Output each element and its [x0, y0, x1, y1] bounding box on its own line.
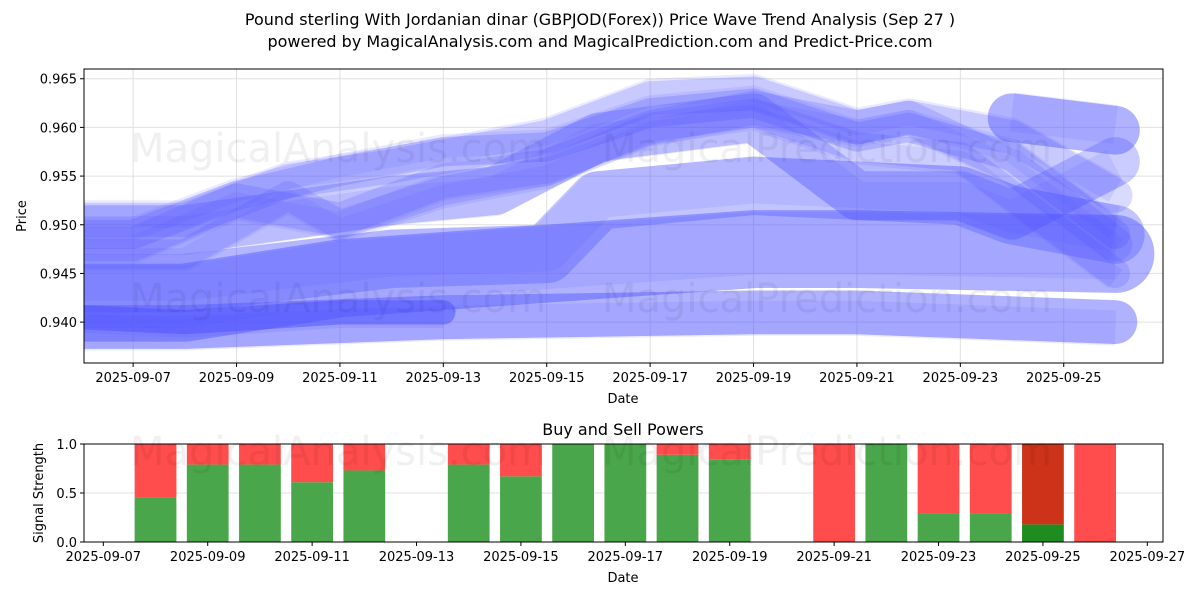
buy-bar — [708, 459, 751, 542]
price-x-tick-label: 2025-09-09 — [199, 371, 275, 386]
buy-bar — [552, 444, 595, 542]
buy-bar — [1022, 524, 1064, 542]
buy-bar — [917, 513, 960, 542]
sell-bar — [134, 444, 177, 498]
sell-bar — [1074, 444, 1117, 542]
buy-bar — [134, 497, 177, 542]
wave-band-wave-top-final — [987, 93, 1140, 155]
sell-bar — [343, 444, 386, 471]
price-y-tick-label: 0.945 — [40, 267, 77, 282]
sell-bar — [291, 444, 333, 483]
signal-y-axis: 0.0 0.5 1.0 — [56, 438, 84, 551]
price-y-tick-label: 0.955 — [40, 170, 77, 185]
buy-bar — [604, 444, 647, 542]
watermark-prediction-top: MagicalPrediction.com — [602, 126, 1052, 172]
signal-x-tick-label: 2025-09-27 — [1110, 550, 1186, 565]
wave-band-shadow — [84, 156, 1120, 301]
wave-band-wave-upper-jump — [84, 93, 1140, 254]
price-y-tick-label: 0.960 — [40, 121, 77, 136]
signal-y-tick-label: 1.0 — [56, 438, 77, 453]
wave-band-shadow — [84, 100, 1124, 264]
price-axes-frame — [83, 68, 1164, 364]
sell-bar — [969, 444, 1012, 514]
sell-bar — [239, 444, 281, 465]
wave-band-wave-upper-thin — [84, 98, 1131, 289]
wave-band-shadow — [84, 85, 1123, 241]
wave-band-shadow — [84, 106, 1123, 289]
sell-bar — [917, 444, 960, 514]
signal-y-label: Signal Strength — [32, 443, 47, 543]
signal-x-tick-label: 2025-09-21 — [796, 550, 872, 565]
buy-bar — [239, 464, 281, 542]
wave-band-wave-upper-top — [84, 76, 1133, 237]
wave-band-wave-lower-main — [84, 210, 1155, 342]
signal-x-tick-label: 2025-09-19 — [692, 550, 768, 565]
wave-band-wave-deep — [84, 300, 456, 335]
watermark-analysis-top: MagicalAnalysis.com — [130, 126, 546, 172]
signal-x-tick-label: 2025-09-07 — [66, 550, 142, 565]
signal-x-tick-label: 2025-09-23 — [901, 550, 977, 565]
price-x-tick-label: 2025-09-13 — [406, 371, 482, 386]
signal-x-label: Date — [607, 571, 638, 586]
signal-x-tick-label: 2025-09-11 — [274, 550, 350, 565]
price-y-tick-label: 0.965 — [40, 73, 77, 88]
price-wave-bands — [84, 73, 1155, 351]
signal-x-tick-label: 2025-09-25 — [1005, 550, 1081, 565]
signal-x-tick-label: 2025-09-09 — [170, 550, 246, 565]
price-y-axis: 0.940 0.945 0.950 0.955 0.960 0.965 — [40, 73, 84, 331]
buy-bar — [447, 464, 490, 542]
price-x-tick-label: 2025-09-23 — [923, 371, 999, 386]
sell-bar — [708, 444, 751, 460]
watermark-analysis-bottom: MagicalAnalysis.com — [130, 276, 546, 322]
price-x-tick-label: 2025-09-21 — [819, 371, 895, 386]
sell-bar — [500, 444, 542, 477]
price-x-tick-label: 2025-09-15 — [509, 371, 585, 386]
wave-band-shadow — [84, 73, 1123, 228]
signal-x-tick-label: 2025-09-13 — [379, 550, 455, 565]
price-x-tick-label: 2025-09-19 — [716, 371, 792, 386]
signal-y-tick-label: 0.5 — [56, 487, 77, 502]
sell-bar — [447, 444, 490, 465]
watermark-prediction-signal: MagicalPrediction.com — [602, 429, 1052, 475]
price-x-axis: 2025-09-07 2025-09-09 2025-09-11 2025-09-13… — [95, 363, 1102, 386]
sell-bar — [1022, 444, 1064, 525]
signal-y-tick-label: 0.0 — [56, 536, 77, 551]
price-y-label: Price — [15, 200, 30, 232]
buy-bar — [291, 482, 333, 542]
chart-title: Pound sterling With Jordanian dinar (GBP… — [244, 10, 956, 29]
sell-bar — [656, 444, 699, 455]
price-y-tick-label: 0.940 — [40, 316, 77, 331]
wave-band-wave-middle — [84, 156, 1145, 313]
watermark-analysis-signal: MagicalAnalysis.com — [130, 429, 546, 475]
price-x-label: Date — [607, 392, 638, 407]
signal-bars — [134, 444, 1117, 542]
wave-band-wave-upper-main — [84, 88, 1131, 250]
wave-band-wave-upper-alt — [84, 90, 1133, 262]
price-y-tick-label: 0.950 — [40, 219, 77, 234]
wave-band-shadow — [84, 104, 1125, 255]
price-x-tick-label: 2025-09-25 — [1026, 371, 1102, 386]
wave-band-shadow — [84, 212, 1117, 328]
buy-bar — [186, 464, 229, 542]
buy-bar — [865, 444, 908, 542]
price-x-tick-label: 2025-09-07 — [95, 371, 171, 386]
price-x-tick-label: 2025-09-11 — [302, 371, 378, 386]
signal-x-tick-label: 2025-09-15 — [483, 550, 559, 565]
chart-subtitle: powered by MagicalAnalysis.com and Magic… — [267, 32, 933, 51]
sell-bar — [186, 444, 229, 465]
buy-bar — [656, 454, 699, 542]
signal-x-tick-label: 2025-09-17 — [588, 550, 664, 565]
signal-x-axis: 2025-09-07 2025-09-09 2025-09-11 2025-09-13… — [66, 542, 1186, 565]
sell-bar — [813, 444, 856, 542]
signal-chart-title: Buy and Sell Powers — [542, 420, 704, 439]
watermark-prediction-bottom: MagicalPrediction.com — [602, 276, 1052, 322]
wave-band-shadow — [1009, 92, 1118, 144]
buy-bar — [969, 513, 1012, 542]
buy-bar — [500, 476, 542, 542]
wave-band-shadow — [84, 308, 444, 338]
price-x-tick-label: 2025-09-17 — [612, 371, 688, 386]
buy-bar — [343, 470, 386, 542]
